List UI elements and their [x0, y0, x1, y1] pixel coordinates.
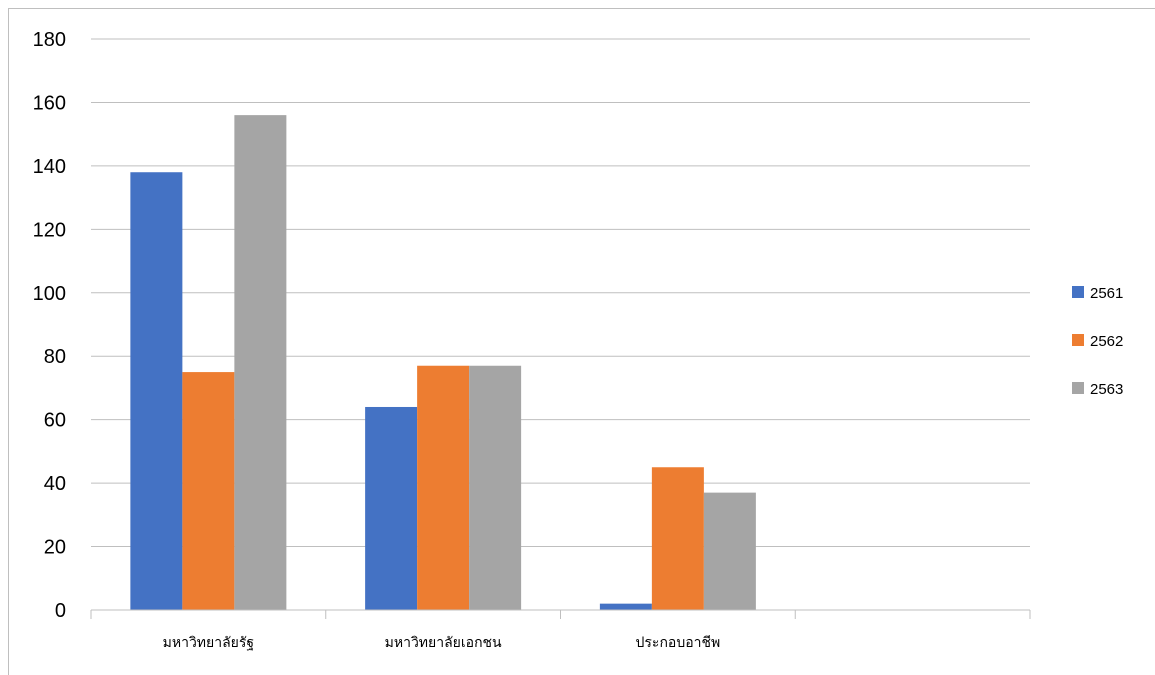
y-tick-label: 60: [44, 410, 66, 432]
legend-label: 2562: [1090, 333, 1123, 350]
bar: [365, 406, 418, 610]
y-tick-label: 20: [44, 537, 66, 559]
bar: [130, 172, 183, 610]
legend-swatch: [1072, 334, 1084, 346]
bars: [130, 115, 756, 610]
legend: 2561 2562 2563: [1072, 285, 1123, 398]
x-axis: [90, 609, 1031, 619]
bar: [651, 467, 704, 610]
bar: [182, 372, 235, 610]
chart-frame: [8, 8, 1155, 675]
x-category-label: ประกอบอาชีพ: [636, 635, 721, 651]
x-category-label: มหาวิทยาลัยเอกชน: [385, 635, 502, 651]
y-tick-label: 0: [55, 600, 66, 622]
y-tick-label: 140: [33, 156, 66, 178]
y-tick-label: 180: [33, 29, 66, 51]
x-axis-category-labels: มหาวิทยาลัยรัฐ มหาวิทยาลัยเอกชน ประกอบอาชี…: [163, 635, 721, 651]
legend-swatch: [1072, 286, 1084, 298]
legend-label: 2561: [1090, 285, 1123, 302]
bar: [599, 603, 652, 610]
y-tick-label: 40: [44, 473, 66, 495]
y-axis-tick-labels: 0 20 40 60 80 100 120 140 160 180: [33, 29, 66, 622]
bar: [469, 365, 522, 610]
bar: [234, 115, 287, 610]
y-tick-label: 120: [33, 219, 66, 241]
bar: [417, 365, 470, 610]
legend-swatch: [1072, 382, 1084, 394]
y-tick-label: 160: [33, 92, 66, 114]
y-tick-label: 100: [33, 283, 66, 305]
bar: [703, 492, 756, 610]
y-tick-label: 80: [44, 346, 66, 368]
x-category-label: มหาวิทยาลัยรัฐ: [163, 635, 255, 651]
legend-label: 2563: [1090, 381, 1123, 398]
